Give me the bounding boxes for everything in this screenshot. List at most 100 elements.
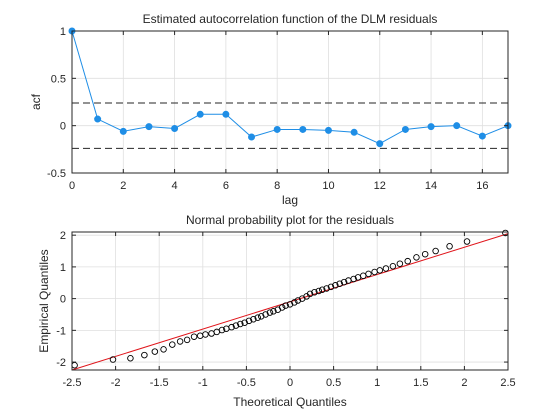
qq-xtick-label: 2.5 — [500, 377, 515, 389]
qq-data-point — [389, 263, 397, 270]
qq-data-point — [232, 322, 240, 329]
qq-ytick-label: 2 — [60, 230, 66, 242]
qq-data-point — [254, 314, 261, 321]
qq-data-point — [262, 311, 269, 318]
qq-xtick-label: -0.5 — [237, 377, 256, 389]
acf-ytick-label: 0.5 — [51, 73, 66, 85]
qq-xtick-label: 1.5 — [413, 377, 428, 389]
qq-data-point — [432, 247, 439, 255]
acf-xtick-label: 16 — [476, 180, 488, 192]
qq-data-point — [463, 238, 471, 245]
acf-plot: 0 2 4 6 8 10 12 14 16-0.500.51 Estimated autocor… — [29, 12, 512, 207]
qq-data-point — [109, 356, 117, 363]
qq-data-point — [294, 297, 302, 304]
qq-data-point — [250, 315, 257, 323]
qq-data-point — [376, 267, 384, 274]
qq-data-point — [365, 270, 372, 278]
qq-data-point — [270, 308, 277, 315]
qq-data-point — [311, 289, 318, 296]
qq-data-point — [291, 299, 298, 306]
qq-data-point — [306, 290, 314, 298]
qq-data-point — [323, 285, 330, 292]
qq-xtick-label: -1 — [198, 377, 208, 389]
qq-ytick-label: 1 — [60, 262, 66, 274]
qq-data-point — [340, 278, 348, 286]
qq-data-point — [286, 301, 294, 308]
qq-ytick-label: -1 — [56, 325, 66, 337]
acf-xtick-label: 14 — [425, 180, 437, 192]
acf-plot-area — [72, 31, 508, 173]
qq-xtick-label: -2.5 — [63, 377, 82, 389]
acf-confidence-bounds — [72, 102, 508, 149]
qq-data-point — [183, 336, 191, 344]
qq-data-point — [141, 351, 148, 359]
acf-ylabel: acf — [29, 93, 43, 110]
qq-data-point — [151, 348, 159, 355]
qq-data-point — [160, 346, 167, 353]
acf-xtick-label: 6 — [223, 180, 229, 192]
qq-plot: -2.5 -2 -1.5 -1 -0.5 0 0.5 1 1.5 2 2.5 -2 -1 0 1 2 Norm… — [37, 213, 516, 409]
acf-xtick-label: 12 — [374, 180, 386, 192]
qq-ticks: -2.5 -2 -1.5 -1 -0.5 0 0.5 1 1.5 2 2.5 -2 -1 0 1 2 — [56, 230, 515, 389]
acf-data-point — [171, 125, 179, 133]
acf-data-point — [324, 126, 332, 134]
acf-data-point — [222, 110, 230, 118]
qq-data-point — [315, 287, 323, 295]
qq-xlabel: Theoretical Quantiles — [233, 395, 346, 409]
acf-data-point — [350, 128, 358, 136]
qq-data-point — [237, 320, 244, 328]
qq-data-point — [382, 265, 390, 272]
acf-markers — [68, 27, 512, 148]
acf-data-point — [248, 133, 256, 141]
qq-ylabel: Empirical Quantiles — [37, 249, 51, 352]
acf-data-point — [145, 123, 153, 131]
acf-data-point — [376, 140, 384, 148]
qq-data-point — [336, 280, 343, 287]
qq-data-point — [218, 326, 226, 334]
qq-data-point — [257, 313, 265, 320]
acf-ytick-label: 1 — [60, 26, 66, 38]
qq-data-point — [413, 254, 420, 261]
qq-data-point — [245, 317, 253, 325]
qq-data-point — [202, 331, 209, 338]
acf-xtick-label: 8 — [274, 180, 280, 192]
qq-data-point — [332, 282, 339, 289]
qq-ytick-label: 0 — [60, 294, 66, 306]
qq-ytick-label: -2 — [56, 357, 66, 369]
acf-ytick-label: -0.5 — [47, 168, 66, 180]
acf-xlabel: lag — [282, 193, 298, 207]
qq-xtick-label: 0 — [287, 377, 293, 389]
qq-title: Normal probability plot for the residual… — [186, 213, 394, 227]
qq-data-point — [190, 333, 198, 340]
qq-xtick-label: -2 — [111, 377, 121, 389]
qq-data-point — [404, 257, 411, 265]
qq-data-point — [421, 250, 429, 258]
qq-data-point — [266, 309, 274, 316]
qq-xtick-label: 0.5 — [326, 377, 341, 389]
qq-xtick-label: 1 — [374, 377, 380, 389]
qq-data-point — [169, 341, 176, 348]
qq-data-point — [327, 283, 335, 291]
acf-data-point — [478, 132, 486, 140]
qq-data-point — [127, 355, 134, 362]
qq-data-point — [282, 302, 289, 309]
acf-title: Estimated autocorrelation function of th… — [143, 12, 438, 26]
acf-xtick-label: 4 — [172, 180, 178, 192]
qq-xtick-label: -1.5 — [150, 377, 169, 389]
acf-xtick-label: 2 — [120, 180, 126, 192]
acf-data-point — [401, 125, 409, 133]
qq-data-point — [278, 304, 286, 311]
qq-data-point — [176, 338, 184, 345]
acf-xtick-label: 10 — [322, 180, 334, 192]
acf-data-point — [273, 125, 281, 133]
acf-data-point — [196, 110, 204, 118]
qq-data-point — [350, 275, 357, 283]
qq-data-point — [446, 243, 453, 250]
qq-data-point — [319, 286, 326, 293]
acf-data-point — [119, 127, 127, 135]
acf-data-point — [453, 122, 461, 130]
qq-data-point — [396, 260, 404, 267]
acf-xtick-label: 0 — [69, 180, 75, 192]
acf-data-point — [427, 123, 435, 131]
